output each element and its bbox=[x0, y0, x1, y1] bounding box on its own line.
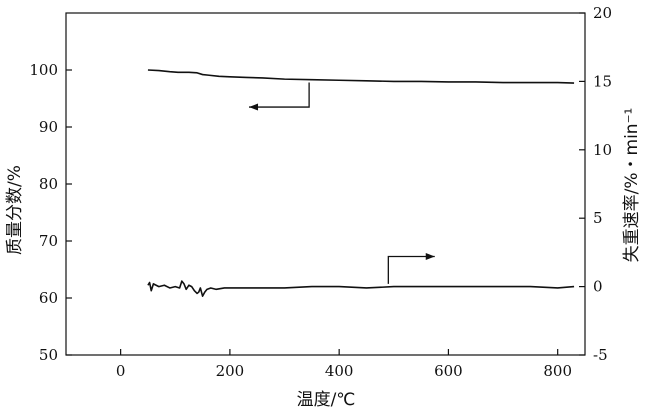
y-right-tick-label: 10 bbox=[593, 141, 612, 159]
x-tick-label: 600 bbox=[434, 362, 463, 380]
annotation-layer bbox=[249, 82, 435, 284]
arrowhead bbox=[425, 253, 435, 261]
arrow-to-right-axis bbox=[387, 255, 435, 284]
x-tick-label: 0 bbox=[116, 362, 126, 380]
y-left-tick-label: 90 bbox=[39, 118, 58, 136]
y-left-tick-label: 100 bbox=[29, 61, 58, 79]
y-right-tick-label: 15 bbox=[593, 72, 612, 90]
x-axis: 0 200 400 600 800 bbox=[116, 349, 572, 380]
x-tick-label: 800 bbox=[543, 362, 572, 380]
y-right-axis-title: 失重速率/%・min⁻¹ bbox=[622, 108, 642, 263]
x-tick-label: 200 bbox=[216, 362, 245, 380]
x-axis-title: 温度/℃ bbox=[297, 390, 356, 410]
series-layer bbox=[147, 69, 575, 297]
y-left-axis-title: 质量分数/% bbox=[5, 165, 25, 255]
y-right-tick-label: 0 bbox=[593, 278, 603, 296]
y-left-tick-label: 70 bbox=[39, 232, 58, 250]
y-right-tick-label: -5 bbox=[593, 346, 608, 364]
y-left-tick-label: 60 bbox=[39, 289, 58, 307]
y-left-axis: 50 60 70 80 90 100 bbox=[29, 61, 72, 364]
arrowhead bbox=[249, 103, 259, 111]
plot-border bbox=[65, 12, 586, 356]
plot-frame bbox=[65, 12, 586, 356]
tg-curve bbox=[147, 69, 575, 84]
y-right-tick-label: 20 bbox=[593, 4, 612, 22]
x-tick-label: 400 bbox=[325, 362, 354, 380]
y-left-tick-label: 80 bbox=[39, 175, 58, 193]
arrow-to-left-axis bbox=[249, 82, 310, 108]
dtg-curve bbox=[147, 280, 575, 297]
y-right-axis: -5 0 5 10 15 20 bbox=[579, 4, 612, 364]
y-left-tick-label: 50 bbox=[39, 346, 58, 364]
y-right-tick-label: 5 bbox=[593, 209, 603, 227]
